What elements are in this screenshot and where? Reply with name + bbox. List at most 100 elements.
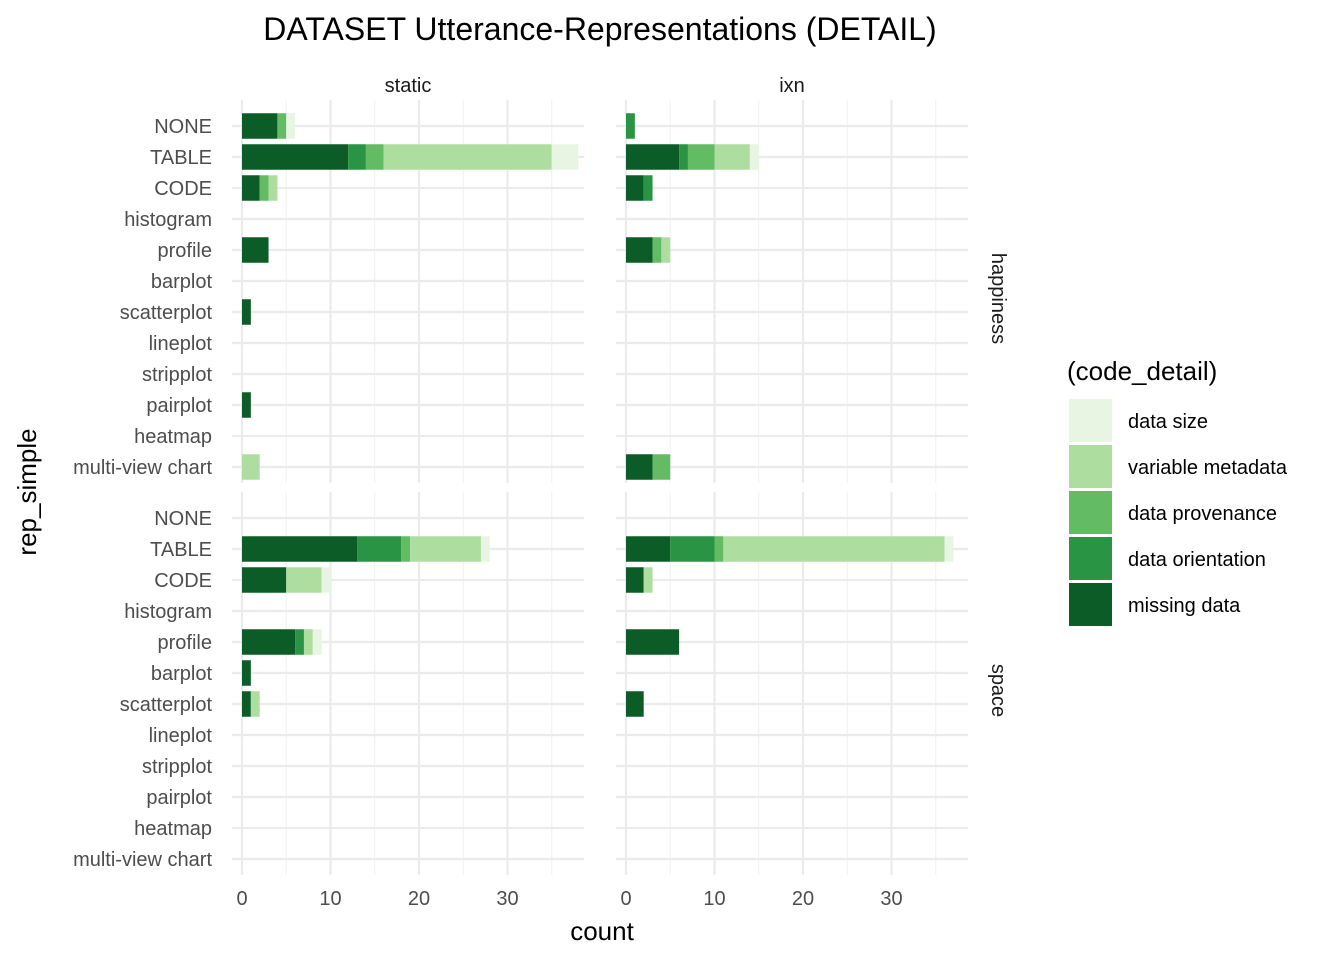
bar-happiness-static-table-missing-data <box>242 144 349 170</box>
y-tick-label: lineplot <box>149 333 213 355</box>
bar-happiness-ixn-table-data-provenance <box>687 144 715 170</box>
bar-happiness-static-none-data-provenance <box>277 113 287 139</box>
legend-title: (code_detail) <box>1067 356 1217 386</box>
legend-key-data-provenance <box>1069 491 1112 534</box>
chart-title: DATASET Utterance-Representations (DETAI… <box>263 11 936 47</box>
y-tick-label: lineplot <box>149 725 213 747</box>
legend-label-data-size: data size <box>1128 411 1208 433</box>
bar-happiness-static-scatterplot-missing-data <box>242 299 251 325</box>
legend-key-data-orientation <box>1069 537 1112 580</box>
bar-space-ixn-code-missing-data <box>626 567 644 593</box>
bar-space-static-table-missing-data <box>242 536 358 562</box>
x-tick-label: 20 <box>792 888 814 910</box>
bar-happiness-ixn-multi-view-chart-data-provenance <box>652 454 671 480</box>
legend-key-missing-data <box>1069 583 1112 626</box>
x-tick-label: 30 <box>496 888 518 910</box>
legend: (code_detail) data size variable metadata… <box>1067 356 1288 626</box>
bar-happiness-static-code-missing-data <box>242 175 260 201</box>
bar-happiness-static-code-data-provenance <box>259 175 269 201</box>
bar-space-static-scatterplot-missing-data <box>242 691 251 717</box>
x-tick-label: 10 <box>319 888 341 910</box>
y-tick-label: scatterplot <box>120 694 213 716</box>
y-tick-label: NONE <box>154 508 212 530</box>
y-tick-label: histogram <box>124 601 212 623</box>
y-tick-label: heatmap <box>134 426 212 448</box>
y-tick-label: NONE <box>154 116 212 138</box>
y-tick-label: pairplot <box>146 395 212 417</box>
bar-space-static-barplot-missing-data <box>242 660 251 686</box>
y-tick-label: CODE <box>154 178 212 200</box>
bar-happiness-static-pairplot-missing-data <box>242 392 251 418</box>
bar-space-static-profile-variable-metadata <box>303 629 313 655</box>
y-axis-title: rep_simple <box>12 428 42 555</box>
x-axis-title: count <box>570 916 634 946</box>
bar-space-static-table-data-provenance <box>401 536 411 562</box>
bar-space-ixn-code-variable-metadata <box>643 567 653 593</box>
grid-layer <box>232 100 968 875</box>
bar-space-static-profile-missing-data <box>242 629 296 655</box>
x-tick-label: 10 <box>703 888 725 910</box>
bar-space-static-code-missing-data <box>242 567 287 593</box>
bar-happiness-static-table-data-size <box>551 144 579 170</box>
bar-happiness-static-none-missing-data <box>242 113 278 139</box>
y-tick-label: barplot <box>151 663 213 685</box>
bar-space-ixn-table-missing-data <box>626 536 671 562</box>
y-tick-label: barplot <box>151 271 213 293</box>
bar-space-ixn-table-data-orientation <box>670 536 715 562</box>
bar-happiness-static-table-data-provenance <box>365 144 384 170</box>
bar-space-static-table-data-orientation <box>357 536 402 562</box>
bar-space-static-code-data-size <box>321 567 331 593</box>
y-tick-label: TABLE <box>150 539 212 561</box>
legend-key-data-size <box>1069 399 1112 442</box>
bar-happiness-ixn-profile-missing-data <box>626 237 653 263</box>
bar-happiness-static-profile-missing-data <box>242 237 269 263</box>
bar-space-static-table-variable-metadata <box>410 536 481 562</box>
bar-space-static-profile-data-orientation <box>295 629 304 655</box>
bar-happiness-ixn-code-data-orientation <box>643 175 653 201</box>
facet-strip-happiness: happiness <box>987 253 1009 344</box>
bar-space-static-scatterplot-variable-metadata <box>250 691 260 717</box>
legend-label-missing-data: missing data <box>1128 595 1241 617</box>
x-tick-label: 0 <box>620 888 631 910</box>
x-tick-label: 0 <box>236 888 247 910</box>
y-tick-label: profile <box>158 240 212 262</box>
legend-label-variable-metadata: variable metadata <box>1128 457 1288 479</box>
bar-happiness-static-table-data-orientation <box>348 144 366 170</box>
y-tick-label: profile <box>158 632 212 654</box>
bar-space-ixn-profile-missing-data <box>626 629 680 655</box>
y-tick-label: multi-view chart <box>73 457 212 479</box>
facet-strip-static: static <box>385 75 432 97</box>
bar-space-static-profile-data-size <box>312 629 322 655</box>
bar-happiness-ixn-profile-variable-metadata <box>661 237 671 263</box>
bar-happiness-ixn-table-variable-metadata <box>714 144 750 170</box>
bar-happiness-ixn-multi-view-chart-missing-data <box>626 454 653 480</box>
y-tick-label: heatmap <box>134 818 212 840</box>
bar-space-ixn-table-data-size <box>944 536 954 562</box>
bar-happiness-static-multi-view-chart-variable-metadata <box>242 454 260 480</box>
y-tick-label: histogram <box>124 209 212 231</box>
legend-key-variable-metadata <box>1069 445 1112 488</box>
bar-space-ixn-table-variable-metadata <box>723 536 945 562</box>
bar-happiness-static-none-data-size <box>286 113 296 139</box>
label-layer: NONE TABLE CODE histogram profile barplot scat… <box>73 75 1009 910</box>
bar-space-ixn-scatterplot-missing-data <box>626 691 644 717</box>
y-tick-label: stripplot <box>142 756 212 778</box>
y-tick-label: CODE <box>154 570 212 592</box>
x-tick-label: 30 <box>880 888 902 910</box>
legend-label-data-provenance: data provenance <box>1128 503 1277 525</box>
bar-space-static-code-variable-metadata <box>286 567 322 593</box>
facet-strip-ixn: ixn <box>779 75 805 97</box>
legend-label-data-orientation: data orientation <box>1128 549 1266 571</box>
x-tick-label: 20 <box>408 888 430 910</box>
bar-happiness-ixn-table-data-orientation <box>679 144 688 170</box>
bar-happiness-ixn-code-missing-data <box>626 175 644 201</box>
bar-space-ixn-table-data-provenance <box>714 536 724 562</box>
y-tick-label: stripplot <box>142 364 212 386</box>
bar-happiness-ixn-profile-data-provenance <box>652 237 662 263</box>
bar-happiness-ixn-none-data-orientation <box>626 113 635 139</box>
bar-happiness-static-table-variable-metadata <box>383 144 552 170</box>
bar-happiness-ixn-table-data-size <box>749 144 759 170</box>
bar-happiness-ixn-table-missing-data <box>626 144 680 170</box>
